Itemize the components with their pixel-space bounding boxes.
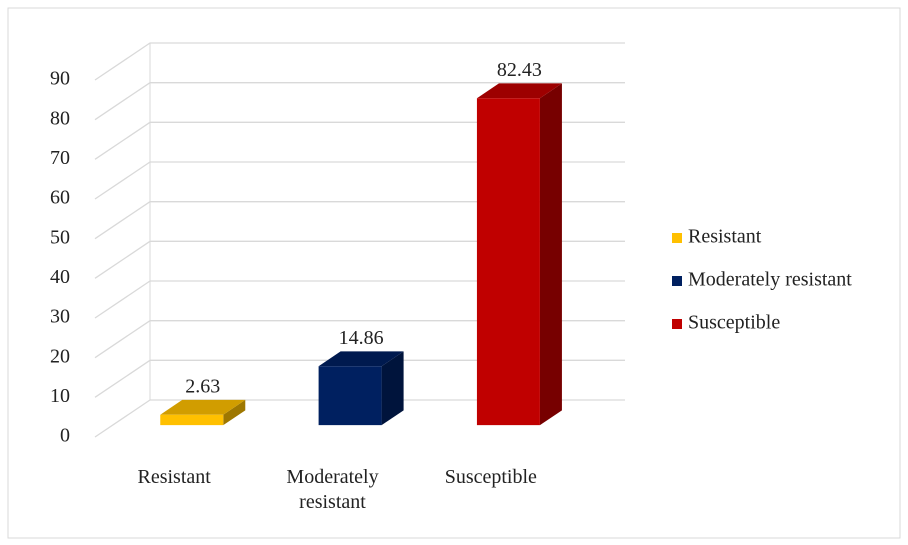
- chart-border: [7, 7, 901, 539]
- y-tick-label: 0: [60, 425, 70, 447]
- y-tick-label: 50: [50, 226, 70, 248]
- value-label: 82.43: [497, 59, 542, 81]
- legend-swatch: [672, 233, 682, 243]
- y-tick-label: 60: [50, 187, 70, 209]
- bar-top: [318, 351, 404, 367]
- y-tick-label: 70: [50, 147, 70, 169]
- y-tick-label: 10: [50, 385, 70, 407]
- bar-top: [476, 83, 562, 99]
- legend-swatch: [672, 276, 682, 286]
- x-tick-label: Moderately resistant: [286, 466, 379, 513]
- x-tick-label: Susceptible: [444, 466, 537, 488]
- y-tick-label: 30: [50, 306, 70, 328]
- legend-label: Resistant: [688, 226, 762, 248]
- value-label: 2.63: [185, 376, 220, 398]
- value-label: 14.86: [339, 327, 384, 349]
- bar: [160, 399, 246, 426]
- y-tick-label: 40: [50, 266, 70, 288]
- y-tick-label: 80: [50, 107, 70, 129]
- bar-front: [160, 414, 224, 426]
- bar-front: [318, 366, 382, 426]
- legend-label: Moderately resistant: [688, 269, 852, 291]
- bar: [476, 83, 562, 426]
- x-tick-label: Resistant: [137, 466, 211, 488]
- bar-side: [223, 399, 246, 426]
- bar-top: [160, 399, 246, 415]
- grid-line: [94, 42, 625, 81]
- bar: [318, 351, 404, 426]
- bar-front: [476, 98, 540, 426]
- y-tick-label: 20: [50, 345, 70, 367]
- y-tick-label: 90: [50, 68, 70, 90]
- bar-side: [539, 83, 562, 426]
- legend-label: Susceptible: [688, 312, 780, 334]
- legend-swatch: [672, 319, 682, 329]
- bar-side: [381, 351, 404, 426]
